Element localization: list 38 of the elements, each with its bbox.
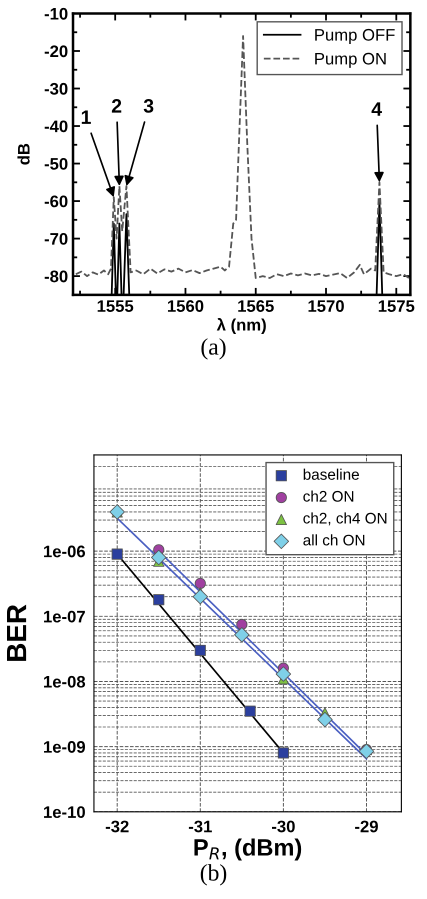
x-tick-label: -29	[355, 820, 378, 832]
x-tick-label: -32	[106, 820, 129, 832]
legend-label: Pump OFF	[315, 28, 395, 44]
legend-label: ch2, ch4 ON	[303, 512, 386, 526]
legend-label: baseline	[304, 468, 359, 480]
annotation: 2	[112, 99, 122, 113]
legend-label: ch2 ON	[303, 490, 354, 502]
annotation: 4	[372, 102, 382, 116]
y-tick-label: -80	[44, 270, 68, 282]
x-axis-title: λ (nm)	[216, 318, 266, 334]
y-axis-title: dB	[17, 144, 30, 165]
y-tick-label: 1e-08	[44, 676, 86, 688]
y-tick-label: -30	[44, 82, 68, 95]
x-tick-label: 1570	[308, 300, 344, 312]
y-tick-label: -40	[44, 120, 68, 132]
x-axis-title: P$_{R}$, (dBm)	[194, 838, 302, 860]
y-tick-label: -70	[44, 232, 68, 245]
text: (b)	[200, 864, 226, 886]
x-tick-label: 1560	[168, 300, 204, 312]
x-tick-label: 1555	[98, 300, 134, 312]
annotation: 1	[82, 110, 91, 124]
y-tick-label: -50	[44, 158, 68, 170]
legend-label: all ch ON	[303, 534, 364, 546]
y-tick-label: 1e-07	[44, 610, 85, 623]
x-tick-label: -31	[188, 820, 212, 832]
y-tick-label: -20	[44, 45, 68, 58]
text: (a)	[201, 338, 226, 360]
annotation: 3	[144, 99, 154, 113]
y-tick-label: 1e-06	[44, 546, 86, 558]
x-tick-label: -30	[272, 820, 295, 832]
x-tick-label: 1575	[378, 300, 414, 312]
y-axis-title: BER	[7, 604, 26, 661]
y-tick-label: 1e-10	[44, 806, 85, 818]
x-tick-label: 1565	[238, 300, 274, 312]
y-tick-label: -10	[44, 8, 68, 20]
y-tick-label: 1e-09	[44, 741, 85, 753]
y-tick-label: -60	[44, 195, 68, 208]
legend-label: Pump ON	[315, 52, 386, 68]
